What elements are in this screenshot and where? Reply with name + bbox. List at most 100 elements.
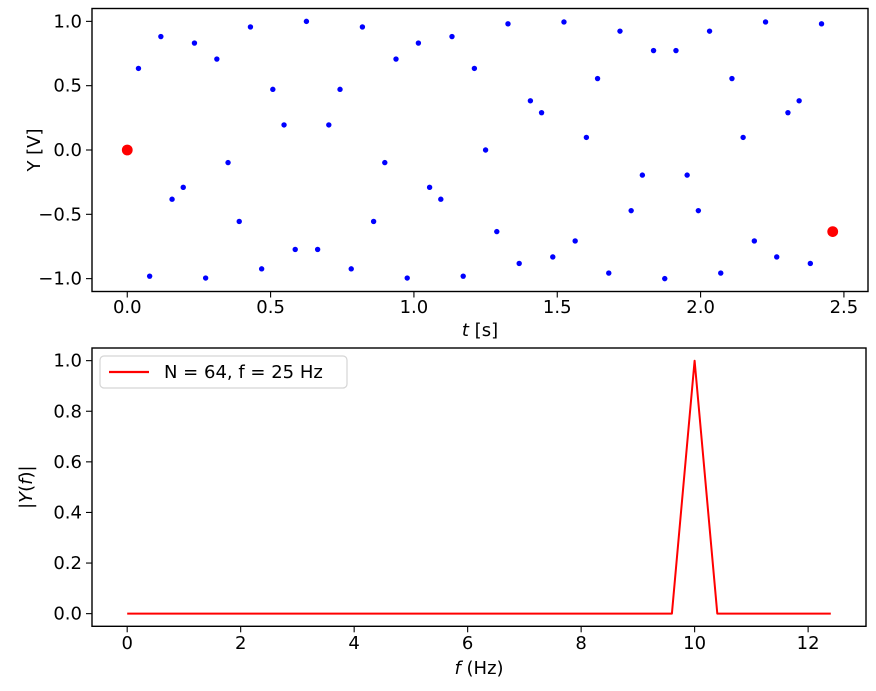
data-point	[214, 56, 220, 62]
data-point	[460, 273, 466, 279]
y-tick-label: 0.2	[53, 553, 82, 574]
series-first-last-sample	[121, 144, 839, 238]
y-tick-label: 0.0	[53, 140, 82, 161]
series-sampled-signal	[124, 18, 836, 282]
data-point	[617, 28, 623, 34]
data-point	[382, 159, 388, 166]
data-point	[393, 56, 399, 62]
data-point	[762, 19, 769, 25]
data-point	[482, 147, 489, 153]
y-tick-label: 0.0	[53, 604, 82, 625]
x-tick-label: 1.0	[400, 297, 429, 318]
data-point	[684, 172, 690, 178]
x-tick-label: 6	[462, 633, 473, 654]
x-tick-label: 0.0	[113, 297, 142, 318]
x-tick-label: 2.5	[830, 297, 859, 318]
data-point	[516, 260, 522, 267]
data-point	[561, 19, 567, 25]
x-tick-label: 12	[797, 633, 820, 654]
legend-label: N = 64, f = 25 Hz	[164, 362, 323, 383]
data-point	[538, 109, 545, 116]
data-point	[774, 254, 780, 260]
data-point	[281, 122, 287, 128]
data-point	[550, 254, 556, 260]
y-tick-label: 1.0	[53, 11, 82, 32]
x-tick-label: 8	[575, 633, 586, 654]
data-point	[303, 18, 310, 25]
data-point	[494, 228, 500, 235]
data-point	[527, 98, 534, 104]
x-tick-label: 2.0	[686, 297, 715, 318]
data-point	[639, 172, 646, 178]
x-tick-label: 0	[121, 633, 132, 654]
data-point	[606, 270, 612, 276]
legend: N = 64, f = 25 Hz	[99, 355, 348, 389]
data-point	[404, 275, 410, 281]
data-point	[326, 122, 332, 128]
data-point	[673, 47, 679, 54]
data-point	[225, 159, 231, 166]
data-point	[258, 266, 265, 272]
data-point	[247, 24, 254, 30]
data-point	[292, 246, 298, 253]
spectrum-axes: 0 2 4 6 8 10 12 0.0 0.2 0.4 0.6 0.8 1.0 f (Hz) |Y(f)| N…	[16, 347, 867, 679]
x-tick-label: 1.5	[543, 297, 572, 318]
data-point	[180, 184, 186, 191]
x-tick-label: 10	[683, 633, 706, 654]
y-tick-label: 0.4	[53, 502, 82, 523]
series-magnitude-spectrum	[127, 359, 831, 615]
data-point	[827, 226, 839, 238]
data-point	[818, 21, 825, 27]
data-point	[158, 33, 164, 40]
x-tick-label: 4	[348, 633, 359, 654]
data-point	[706, 28, 713, 34]
data-point	[449, 33, 455, 40]
data-point	[729, 75, 735, 82]
data-point	[796, 98, 802, 104]
data-point	[121, 144, 133, 156]
y-tick-label: 0.6	[53, 452, 82, 473]
y-tick-label: 0.5	[53, 76, 82, 97]
axes-frame	[91, 347, 867, 627]
data-point	[337, 86, 343, 93]
data-point	[314, 246, 321, 253]
y-axis-label: Y [V]	[24, 128, 45, 172]
data-point	[426, 184, 433, 191]
data-point	[370, 218, 377, 225]
data-point	[348, 266, 354, 272]
data-point	[359, 24, 366, 30]
data-point	[438, 196, 444, 202]
legend-box	[99, 355, 348, 389]
data-point	[807, 260, 814, 267]
data-point	[695, 207, 702, 214]
data-point	[415, 40, 422, 46]
data-point	[594, 75, 601, 82]
data-point	[583, 134, 590, 141]
data-point	[169, 196, 175, 202]
data-point	[191, 40, 198, 46]
data-point	[135, 65, 142, 72]
y-tick-label: −1.0	[38, 269, 82, 290]
data-point	[785, 109, 791, 116]
data-point	[718, 270, 724, 276]
x-tick-label: 0.5	[256, 297, 285, 318]
y-tick-label: 1.0	[53, 351, 82, 372]
data-point	[146, 273, 153, 279]
axes-frame	[91, 7, 869, 293]
data-point	[628, 207, 634, 214]
y-tick-label: 0.8	[53, 401, 82, 422]
data-point	[505, 21, 511, 27]
x-axis-label: f (Hz)	[454, 658, 503, 679]
time-domain-axes: 0.0 0.5 1.0 1.5 2.0 2.5 −1.0 −0.5 0.0 0.5 1.0 t [s]…	[24, 7, 869, 341]
spectrum-line	[127, 359, 831, 615]
data-point	[270, 86, 276, 93]
x-axis-label: t [s]	[462, 320, 498, 341]
data-point	[662, 275, 668, 282]
data-point	[572, 238, 578, 244]
y-tick-label: −0.5	[38, 204, 82, 225]
data-point	[650, 47, 657, 54]
x-tick-label: 2	[235, 633, 246, 654]
data-point	[740, 134, 746, 141]
